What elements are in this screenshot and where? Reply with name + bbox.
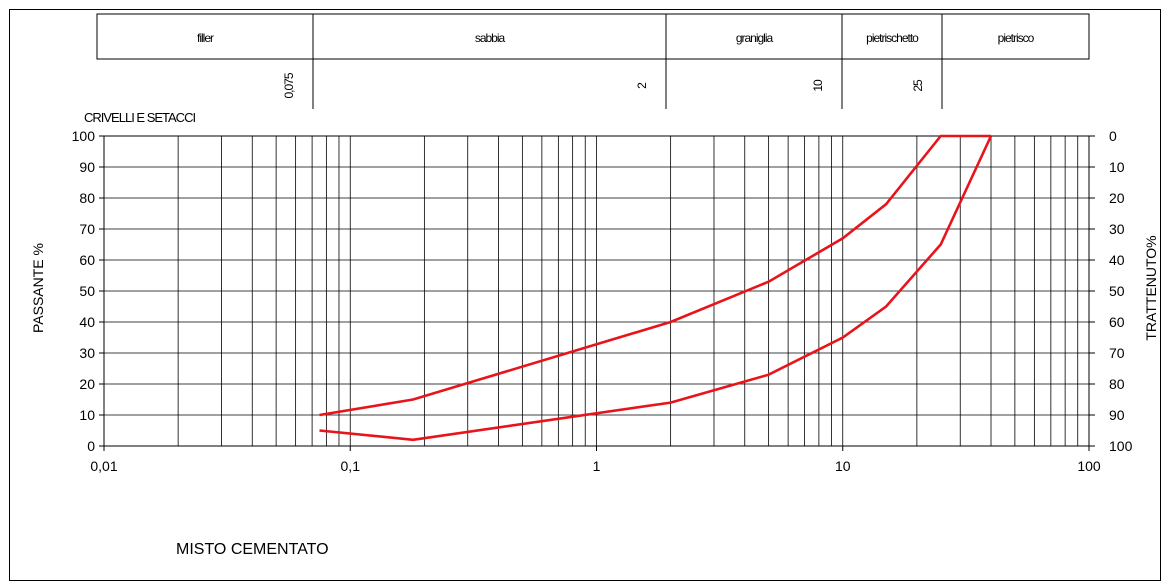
plot-series: [319, 134, 993, 442]
x-tick-label: 10: [835, 458, 851, 474]
y2-tick-label: 20: [1109, 190, 1125, 206]
y2-tick-label: 10: [1109, 159, 1125, 175]
y-tick-label: 50: [79, 283, 95, 299]
y-tick-label: 20: [79, 376, 95, 392]
sieve-mark-label: 0,075: [282, 72, 296, 98]
y2-tick-label: 50: [1109, 283, 1125, 299]
plot-grid: [103, 135, 1090, 447]
y2-tick-label: 90: [1109, 407, 1125, 423]
y2-tick-label: 100: [1109, 438, 1133, 454]
y-tick-label: 80: [79, 190, 95, 206]
y-tick-label: 30: [79, 345, 95, 361]
x-tick-label: 0,01: [90, 458, 117, 474]
sieve-mark-label: 10: [811, 79, 825, 92]
grading-curve-upper: [319, 134, 991, 417]
y2-tick-label: 80: [1109, 376, 1125, 392]
zone-label: pietrisco: [998, 31, 1035, 45]
y2-tick-label: 0: [1109, 128, 1117, 144]
zone-label: pietrischetto: [866, 31, 919, 45]
x-tick-label: 1: [593, 458, 601, 474]
sieve-zone-header: filler sabbia graniglia pietrischetto pietri…: [96, 13, 1090, 109]
y-tick-label: 10: [79, 407, 95, 423]
y-tick-label: 90: [79, 159, 95, 175]
y-tick-label: 70: [79, 221, 95, 237]
y2-axis-title: TRATTENUTO%: [1143, 235, 1159, 340]
y-tick-label: 60: [79, 252, 95, 268]
footer-title: MISTO CEMENTATO: [176, 541, 329, 558]
y2-tick-label: 30: [1109, 221, 1125, 237]
sieve-label: CRIVELLI E SETACCI: [84, 110, 195, 125]
zone-row: [96, 13, 1090, 60]
y-tick-label: 40: [79, 314, 95, 330]
y-tick-label: 100: [72, 128, 96, 144]
axis-ticks: 0,01 0,1 1 10 100010203040506070809010010090…: [72, 128, 1133, 474]
y2-tick-label: 60: [1109, 314, 1125, 330]
x-tick-label: 0,1: [341, 458, 361, 474]
zone-label: filler: [197, 31, 214, 45]
x-tick-label: 100: [1077, 458, 1101, 474]
y-axis-title: PASSANTE %: [30, 243, 46, 333]
chart-frame: [9, 9, 1161, 581]
sieve-mark-label: 2: [635, 82, 649, 89]
y-tick-label: 0: [87, 438, 95, 454]
zone-label: sabbia: [475, 31, 506, 45]
y2-tick-label: 70: [1109, 345, 1125, 361]
y2-tick-label: 40: [1109, 252, 1125, 268]
grading-curve-lower: [319, 135, 993, 442]
zone-label: graniglia: [736, 31, 774, 45]
sieve-mark-label: 25: [911, 79, 925, 92]
